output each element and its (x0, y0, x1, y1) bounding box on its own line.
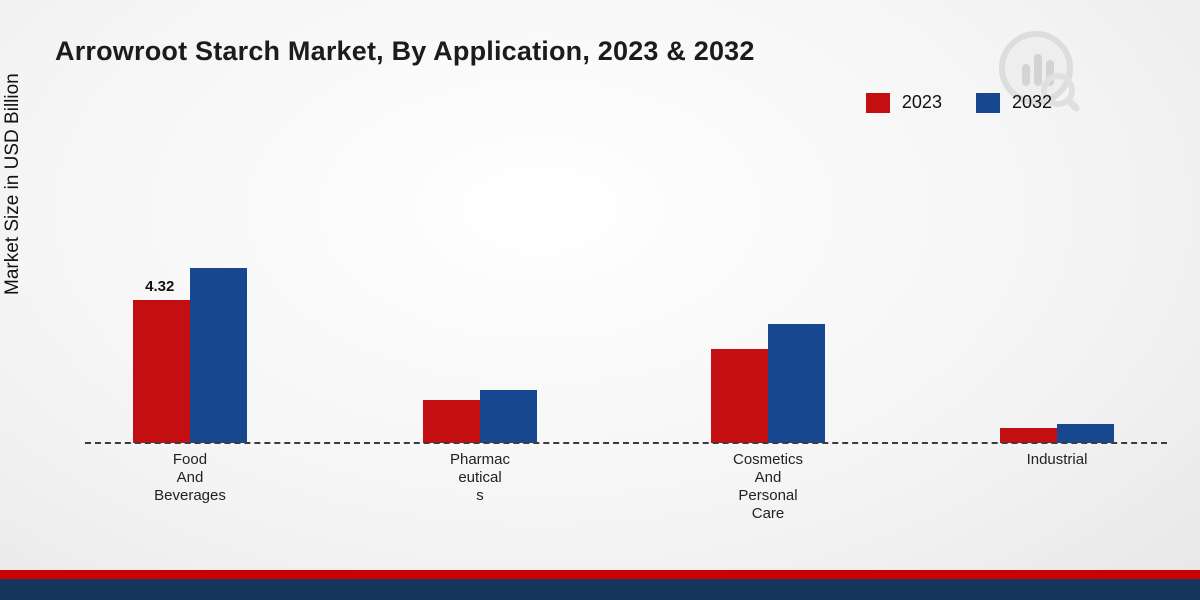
bar-2023-industrial (1000, 428, 1057, 443)
legend-item-2023: 2023 (865, 92, 942, 113)
footer-accent-navy (0, 579, 1200, 600)
tick-label-line: Food (172, 451, 208, 468)
bar-group-pharmaceuticals (345, 390, 615, 443)
tick-label-pharmaceuticals: Pharmac eutical s (345, 451, 615, 505)
plot-area: 4.32 (85, 120, 1165, 443)
brand-logo-watermark (996, 28, 1082, 119)
tick-label-line: Pharmac (449, 451, 511, 468)
tick-label-line: And (754, 469, 782, 486)
y-axis-label: Market Size in USD Billion (2, 73, 23, 295)
legend-item-2032: 2032 (975, 92, 1052, 113)
bar-group-industrial (922, 423, 1192, 443)
bar-2023-cosmetics-and-personal-care (711, 348, 768, 443)
legend-label: 2023 (901, 92, 942, 112)
bar-2032-food-and-beverages (190, 268, 247, 443)
tick-label-food-and-beverages: Food And Beverages (55, 451, 325, 505)
tick-label-line: Cosmetics (732, 451, 803, 468)
bar-group-food-and-beverages: 4.32 (55, 268, 325, 443)
legend-label: 2032 (1011, 92, 1052, 112)
bar-2023-pharmaceuticals (423, 400, 480, 443)
tick-label-line: Beverages (154, 487, 226, 504)
legend-swatch-2032 (975, 92, 1000, 113)
tick-label-industrial: Industrial (922, 451, 1192, 469)
bar-value-label: 4.32 (145, 278, 175, 296)
legend-swatch-2023 (865, 92, 890, 113)
legend: 2023 2032 (865, 92, 1052, 113)
bar-2032-cosmetics-and-personal-care (768, 324, 825, 443)
bar-group-cosmetics-and-personal-care (633, 324, 903, 443)
bar-2032-industrial (1057, 423, 1114, 443)
tick-label-cosmetics-and-personal-care: Cosmetics And Personal Care (633, 451, 903, 523)
x-axis-baseline (85, 442, 1167, 444)
tick-label-line: s (476, 487, 484, 504)
logo-icon (999, 31, 1080, 112)
tick-label-line: eutical (458, 469, 502, 486)
bar-2023-food-and-beverages: 4.32 (133, 278, 190, 443)
chart-title: Arrowroot Starch Market, By Application,… (55, 36, 755, 66)
tick-label-line: And (176, 469, 204, 486)
tick-label-line: Care (751, 505, 785, 522)
bar-2032-pharmaceuticals (480, 390, 537, 443)
tick-label-line: Personal (738, 487, 798, 504)
footer-accent-red (0, 570, 1200, 579)
tick-label-line: Industrial (1026, 451, 1088, 468)
